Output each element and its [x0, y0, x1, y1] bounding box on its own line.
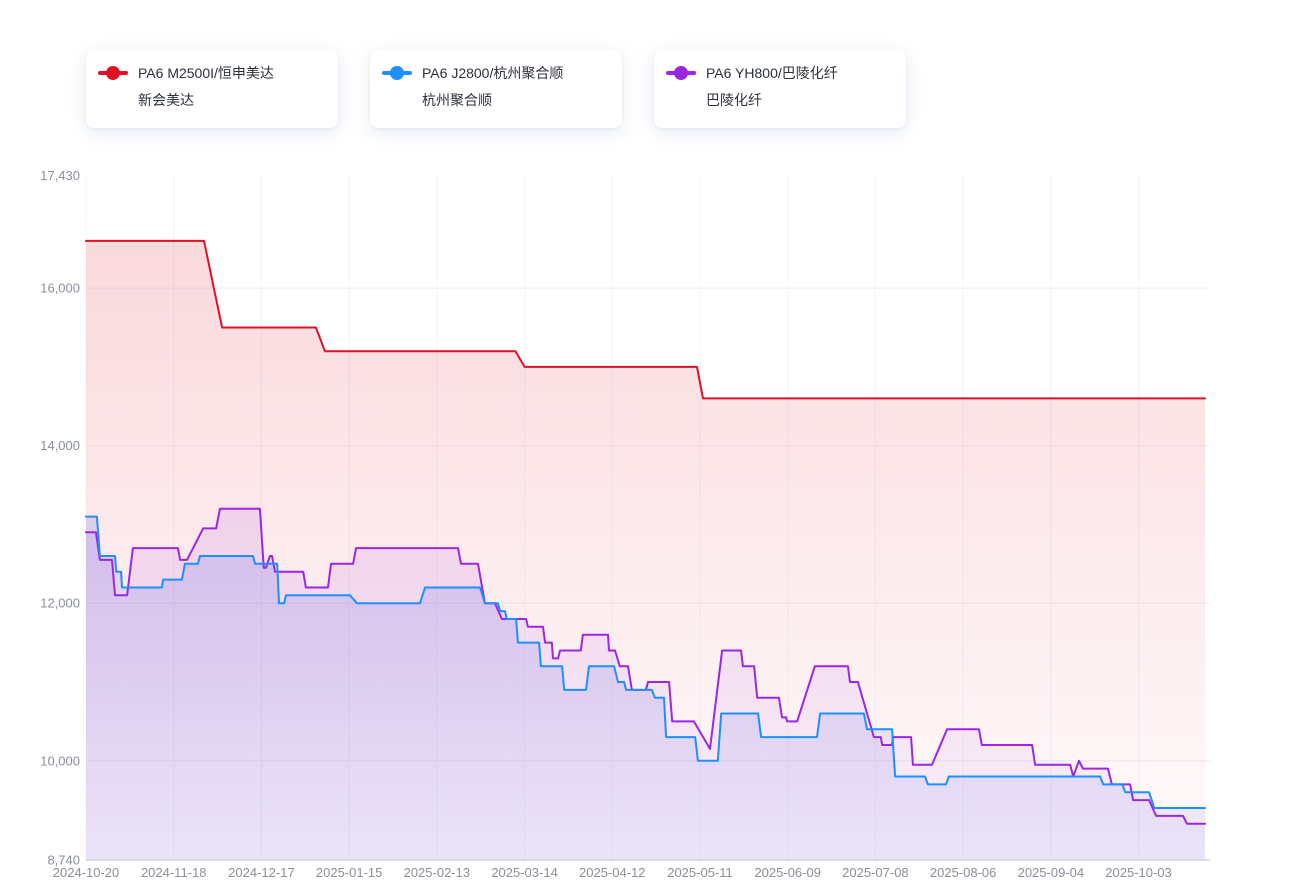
- series-line-0: [85, 239, 1207, 400]
- y-axis-tick-label: 17,430: [40, 168, 80, 183]
- legend-item-pa6-j2800[interactable]: PA6 J2800/杭州聚合顺 杭州聚合顺: [370, 50, 622, 128]
- x-axis-tick-label: 2025-05-11: [667, 865, 733, 880]
- legend-title: PA6 J2800/杭州聚合顺: [422, 65, 564, 81]
- y-axis-tick-label: 14,000: [40, 438, 80, 453]
- x-axis-tick-label: 2025-02-13: [404, 865, 471, 880]
- series-marker-blue-icon: [382, 66, 412, 80]
- x-axis-tick-label: 2024-11-18: [141, 865, 207, 880]
- x-axis-tick-label: 2024-12-17: [228, 865, 295, 880]
- legend-item-pa6-m2500i[interactable]: PA6 M2500I/恒申美达 新会美达: [86, 50, 338, 128]
- y-axis-tick-label: 8,740: [47, 853, 80, 868]
- x-axis-tick-label: 2025-09-04: [1018, 865, 1085, 880]
- x-axis-tick-label: 2025-10-03: [1105, 865, 1172, 880]
- series-marker-red-icon: [98, 66, 128, 80]
- y-axis-tick-label: 16,000: [40, 281, 80, 296]
- chart-legend: PA6 M2500I/恒申美达 新会美达 PA6 J2800/杭州聚合顺 杭州聚…: [86, 50, 906, 128]
- legend-subtitle: 杭州聚合顺: [422, 92, 492, 108]
- x-axis-tick-label: 2025-04-12: [579, 865, 646, 880]
- x-axis-tick-label: 2025-06-09: [754, 865, 821, 880]
- x-axis-tick-label: 2024-10-20: [53, 865, 120, 880]
- legend-subtitle: 巴陵化纤: [706, 92, 762, 108]
- legend-title: PA6 M2500I/恒申美达: [138, 65, 274, 81]
- series-marker-purple-icon: [666, 66, 696, 80]
- legend-subtitle: 新会美达: [138, 92, 194, 108]
- legend-title: PA6 YH800/巴陵化纤: [706, 65, 838, 81]
- y-axis-tick-label: 12,000: [40, 596, 80, 611]
- x-axis-tick-label: 2025-01-15: [316, 865, 383, 880]
- series-line-2: [85, 515, 1207, 809]
- y-axis-tick-label: 10,000: [40, 753, 80, 768]
- x-axis-tick-label: 2025-08-06: [930, 865, 997, 880]
- series-area-2: [86, 516, 1206, 860]
- legend-item-pa6-yh800[interactable]: PA6 YH800/巴陵化纤 巴陵化纤: [654, 50, 906, 128]
- x-axis-tick-label: 2025-03-14: [491, 865, 558, 880]
- x-axis-tick-label: 2025-07-08: [842, 865, 909, 880]
